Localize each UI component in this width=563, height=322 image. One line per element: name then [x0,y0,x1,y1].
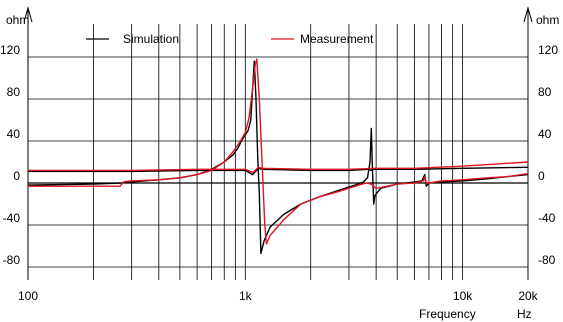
y-unit-right: ohm [536,13,559,27]
y-tick-label-right: 0 [538,169,545,183]
right-axis-arrow [523,6,533,23]
y-tick-label-left: 0 [13,169,20,183]
x-unit-label: Frequency [419,307,476,321]
x-tick-label: 100 [18,289,38,303]
legend-label-measurement: Measurement [300,32,374,46]
y-tick-label-right: 40 [538,127,552,141]
y-tick-label-right: 80 [538,85,552,99]
y-tick-label-right: 120 [538,43,558,57]
x-unit: Hz [517,307,532,321]
y-tick-label-left: -80 [3,253,21,267]
left-axis-arrow [23,6,33,23]
series-line-measurement [28,58,529,245]
y-tick-label-left: -40 [3,211,21,225]
y-tick-label-right: -80 [538,253,556,267]
x-tick-label: 20k [518,289,538,303]
y-tick-label-left: 120 [0,43,20,57]
grid [27,24,529,280]
y-tick-label-left: 80 [7,85,21,99]
series-line-simulation-upper [28,166,529,176]
legend-label-simulation: Simulation [123,32,179,46]
axes: 120 120 80 80 40 40 0 0 -40 -40 -80 -80 100 1k 10k 20k [0,6,558,303]
y-tick-label-left: 40 [7,127,21,141]
x-tick-label: 1k [239,289,253,303]
x-tick-label: 10k [453,289,473,303]
series-line-measurement-upper [28,161,529,174]
y-unit-left: ohm [6,13,29,27]
series-layer [27,58,529,255]
legend: Simulation Measurement [86,32,374,46]
y-tick-label-right: -40 [538,211,556,225]
axis-labels: ohm ohm Frequency Hz [6,13,559,321]
